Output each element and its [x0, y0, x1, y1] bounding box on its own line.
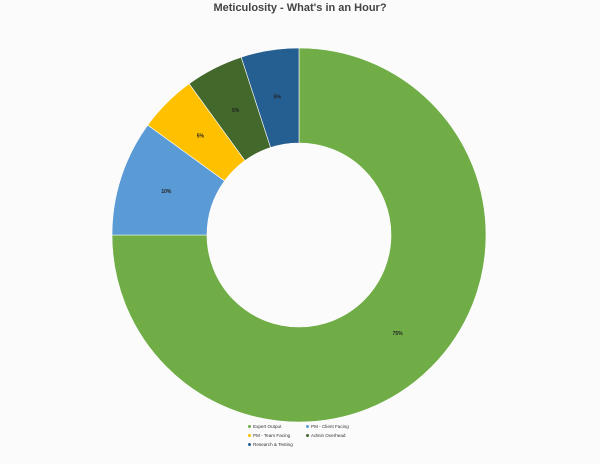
legend-label: Expert Output: [253, 424, 282, 429]
legend-item: Admin Overhead: [306, 433, 345, 438]
chart-legend: Expert Output PM - Client Facing PM - Team…: [248, 424, 368, 458]
legend-label: PM - Client Facing: [311, 424, 349, 429]
legend-swatch: [248, 425, 251, 428]
data-label-pm-client-facing: 10%: [161, 189, 172, 195]
legend-item: PM - Team Facing: [248, 433, 290, 438]
chart-title: Meticulosity - What's in an Hour?: [213, 2, 387, 14]
data-label-expert-output: 75%: [393, 331, 404, 337]
legend-label: Admin Overhead: [311, 433, 346, 438]
legend-swatch: [306, 425, 309, 428]
legend-swatch: [248, 443, 251, 446]
data-label-research-testing: 5%: [274, 95, 282, 101]
legend-swatch: [306, 434, 309, 437]
data-label-admin-overhead: 5%: [232, 108, 240, 114]
legend-item: PM - Client Facing: [306, 424, 349, 429]
legend-item: Expert Output: [248, 424, 281, 429]
data-label-pm-team-facing: 5%: [197, 134, 205, 140]
legend-label: Research & Testing: [253, 442, 293, 447]
slice-expert-output: [111, 47, 487, 423]
legend-item: Research & Testing: [248, 442, 293, 447]
legend-label: PM - Team Facing: [253, 433, 291, 438]
legend-swatch: [248, 434, 251, 437]
slice-research-testing: [240, 47, 300, 148]
